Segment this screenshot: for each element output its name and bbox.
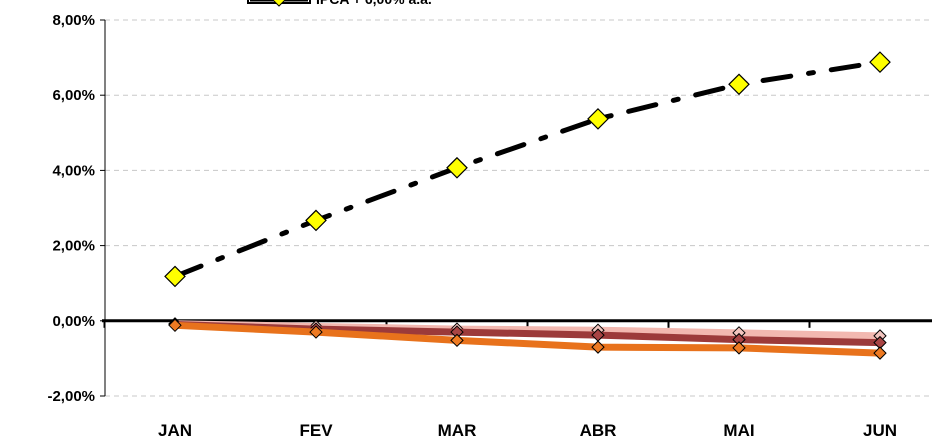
data-point bbox=[309, 325, 323, 339]
y-tick-label: 4,00% bbox=[52, 162, 95, 179]
y-tick-label: -2,00% bbox=[47, 388, 95, 405]
series-group bbox=[164, 51, 891, 360]
x-tick-label: FEV bbox=[299, 421, 333, 440]
series-line bbox=[172, 59, 883, 279]
x-tick-label: JAN bbox=[158, 421, 192, 440]
data-point bbox=[591, 340, 605, 354]
data-point bbox=[305, 209, 327, 232]
data-point bbox=[450, 333, 464, 348]
x-tick-label: JUN bbox=[863, 421, 897, 440]
data-point bbox=[164, 265, 186, 288]
gridlines bbox=[105, 19, 932, 397]
x-tick-label: MAR bbox=[438, 421, 477, 440]
y-axis: -2,00% 0,00% 2,00% 4,00% 6,00% 8,00% bbox=[47, 12, 106, 405]
legend: IPCA + 6,00% a.a. bbox=[247, 0, 432, 7]
y-tick-label: 8,00% bbox=[52, 12, 95, 29]
x-tick-label: ABR bbox=[580, 421, 617, 440]
data-point bbox=[446, 156, 468, 179]
y-tick-label: 2,00% bbox=[52, 238, 95, 255]
y-tick-label: 0,00% bbox=[52, 313, 95, 330]
series-0 bbox=[164, 51, 891, 288]
legend-label: IPCA + 6,00% a.a. bbox=[316, 0, 432, 7]
y-tick-label: 6,00% bbox=[52, 87, 95, 104]
x-tick-label: MAI bbox=[723, 421, 754, 440]
data-point bbox=[873, 346, 887, 360]
series-3 bbox=[168, 318, 887, 360]
legend-marker bbox=[272, 0, 286, 7]
legend-entry: IPCA + 6,00% a.a. bbox=[247, 0, 432, 7]
data-point bbox=[587, 108, 609, 130]
data-point bbox=[168, 318, 182, 333]
data-point bbox=[869, 51, 891, 73]
data-point bbox=[728, 73, 750, 96]
data-point bbox=[732, 341, 746, 355]
series-line bbox=[174, 321, 881, 357]
